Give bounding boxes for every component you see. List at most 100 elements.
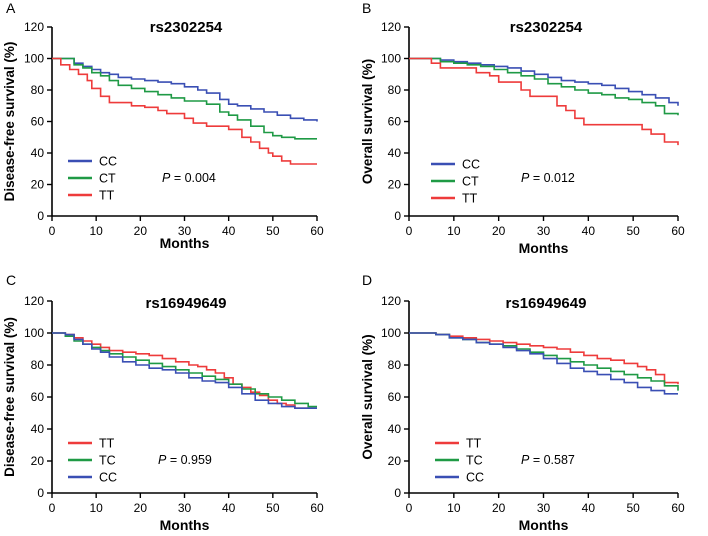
survival-curve-cc: [52, 57, 318, 122]
legend-label-tc: TC: [99, 454, 116, 468]
survival-curve-tt: [52, 332, 317, 409]
x-axis-label: Months: [519, 240, 569, 256]
x-tick-label: 60: [310, 501, 324, 515]
x-tick-label: 10: [447, 224, 461, 238]
survival-curve-tt: [409, 332, 679, 385]
y-tick-label: 20: [31, 178, 45, 192]
y-tick-label: 20: [31, 454, 45, 468]
p-value-text: = 0.587: [529, 453, 575, 467]
x-tick-label: 10: [89, 501, 103, 515]
x-tick-label: 20: [492, 224, 506, 238]
y-axis-label: Overall survival (%): [360, 334, 375, 459]
survival-curve-ct: [409, 57, 679, 116]
y-tick-label: 120: [381, 20, 401, 34]
y-tick-label: 60: [388, 390, 402, 404]
survival-curve-cc: [52, 332, 317, 409]
legend-label-tt: TT: [99, 437, 115, 451]
x-tick-label: 40: [222, 501, 236, 515]
survival-curve-tt: [409, 57, 679, 146]
x-tick-label: 40: [222, 224, 236, 238]
y-axis-label: Disease-free survival (%): [2, 317, 17, 477]
chart-title: rs2302254: [510, 19, 583, 36]
p-value-symbol: P: [521, 453, 530, 467]
legend-label-tt: TT: [462, 192, 478, 206]
p-value-annotation: P = 0.004: [162, 171, 216, 185]
legend-label-tt: TT: [466, 437, 482, 451]
legend-label-cc: CC: [462, 158, 480, 172]
x-tick-label: 30: [537, 501, 551, 515]
x-tick-label: 30: [178, 501, 192, 515]
chart-title: rs2302254: [150, 19, 223, 36]
x-tick-label: 30: [537, 224, 551, 238]
chart-title: rs16949649: [506, 295, 587, 312]
panel-letter: C: [6, 272, 16, 288]
p-value-annotation: P = 0.587: [521, 453, 575, 467]
y-tick-label: 100: [24, 52, 44, 66]
x-tick-label: 50: [266, 224, 280, 238]
y-tick-label: 100: [381, 52, 401, 66]
chart-title: rs16949649: [146, 295, 227, 312]
y-tick-label: 40: [388, 146, 402, 160]
x-tick-label: 40: [582, 501, 596, 515]
panel-letter: D: [362, 272, 372, 288]
legend-label-tc: TC: [466, 454, 483, 468]
survival-curve-ct: [52, 57, 317, 140]
y-tick-label: 60: [31, 115, 45, 129]
p-value-text: = 0.012: [529, 171, 575, 185]
legend-label-cc: CC: [466, 471, 484, 485]
x-tick-label: 50: [626, 501, 640, 515]
x-tick-label: 0: [49, 224, 56, 238]
x-axis-label: Months: [160, 235, 210, 251]
p-value-symbol: P: [521, 171, 530, 185]
x-tick-label: 10: [89, 224, 103, 238]
x-tick-label: 10: [447, 501, 461, 515]
y-tick-label: 100: [24, 326, 44, 340]
y-tick-label: 0: [37, 209, 44, 223]
p-value-symbol: P: [162, 171, 171, 185]
x-tick-label: 20: [134, 224, 148, 238]
x-tick-label: 60: [310, 224, 324, 238]
x-tick-label: 30: [178, 224, 192, 238]
x-tick-label: 60: [671, 224, 685, 238]
x-tick-label: 40: [582, 224, 596, 238]
y-tick-label: 60: [31, 390, 45, 404]
y-tick-label: 0: [394, 209, 401, 223]
y-tick-label: 120: [24, 294, 44, 308]
panel-letter: B: [362, 0, 371, 16]
p-value-annotation: P = 0.012: [521, 171, 575, 185]
x-axis-label: Months: [519, 517, 569, 533]
x-tick-label: 0: [406, 224, 413, 238]
y-tick-label: 0: [394, 486, 401, 500]
p-value-annotation: P = 0.959: [158, 453, 212, 467]
p-value-symbol: P: [158, 453, 167, 467]
legend-label-cc: CC: [99, 471, 117, 485]
x-tick-label: 50: [626, 224, 640, 238]
legend-label-ct: CT: [99, 172, 116, 186]
y-tick-label: 80: [31, 358, 45, 372]
x-tick-label: 60: [671, 501, 685, 515]
x-tick-label: 20: [492, 501, 506, 515]
survival-curve-tt: [52, 57, 317, 165]
y-tick-label: 120: [24, 20, 44, 34]
legend-label-ct: CT: [462, 175, 479, 189]
x-tick-label: 20: [134, 501, 148, 515]
y-tick-label: 80: [31, 83, 45, 97]
y-tick-label: 120: [381, 294, 401, 308]
survival-curve-cc: [409, 332, 678, 395]
legend-label-tt: TT: [99, 189, 115, 203]
y-axis-label: Disease-free survival (%): [2, 42, 17, 202]
y-tick-label: 100: [381, 326, 401, 340]
legend-label-cc: CC: [99, 155, 117, 169]
y-tick-label: 20: [388, 454, 402, 468]
y-tick-label: 80: [388, 83, 402, 97]
y-axis-label: Overall survival (%): [360, 59, 375, 184]
y-tick-label: 60: [388, 115, 402, 129]
p-value-text: = 0.959: [166, 453, 212, 467]
x-tick-label: 0: [406, 501, 413, 515]
x-tick-label: 50: [266, 501, 280, 515]
